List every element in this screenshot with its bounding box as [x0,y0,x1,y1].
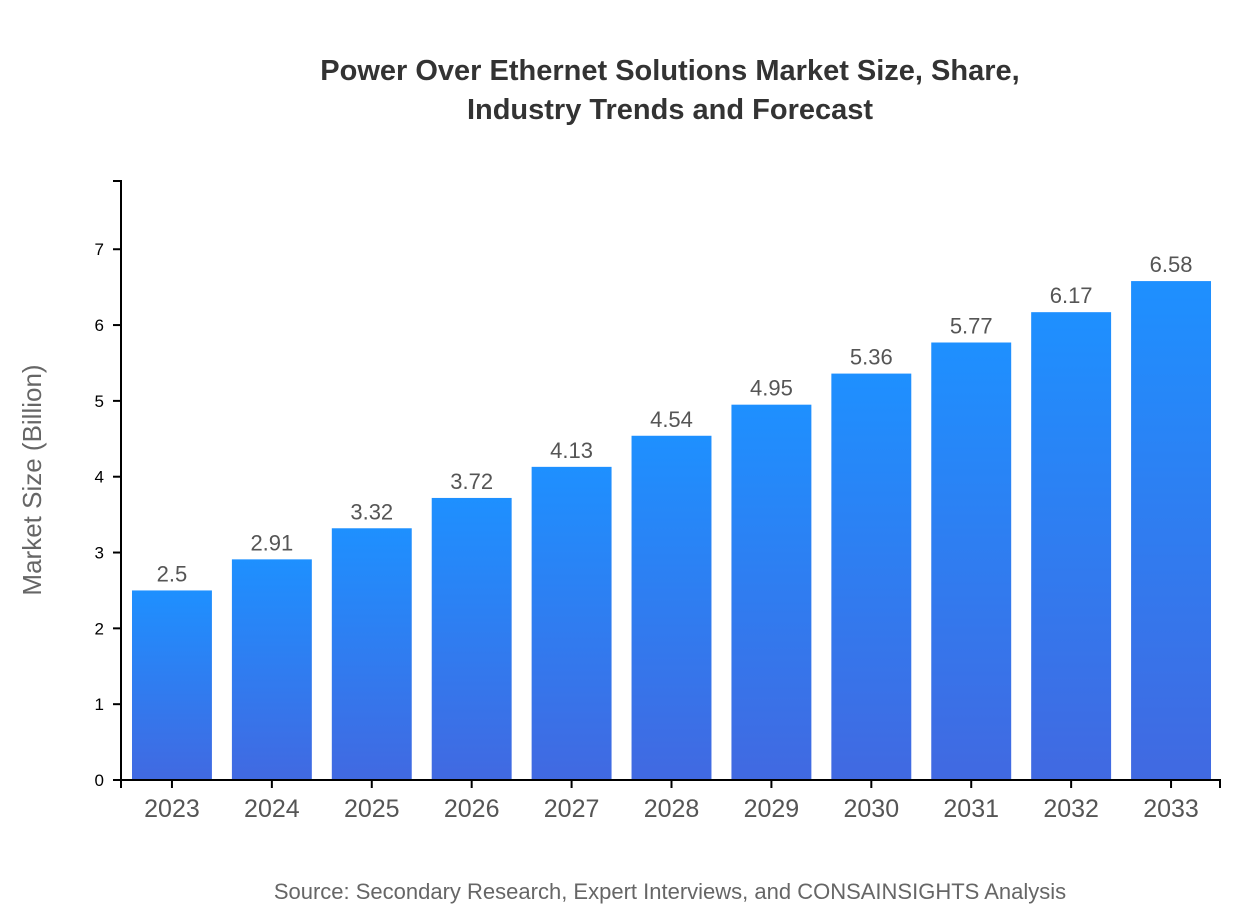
source-note: Source: Secondary Research, Expert Inter… [274,879,1066,904]
data-label-2033: 6.58 [1150,252,1193,277]
chart-title-line-2: Industry Trends and Forecast [467,94,873,126]
bar-2023 [131,590,212,780]
bar-2029 [731,404,812,780]
x-tick-label-2033: 2033 [1143,795,1199,823]
y-tick-label-6: 6 [95,316,104,335]
chart-title-line-1: Power Over Ethernet Solutions Market Siz… [320,55,1019,87]
x-tick-label-2025: 2025 [344,795,400,823]
y-tick-label-7: 7 [95,240,104,259]
x-tick-label-2031: 2031 [943,795,999,823]
x-tick-label-2024: 2024 [244,795,300,823]
data-label-2030: 5.36 [850,345,893,370]
bar-2027 [531,466,612,780]
y-tick-label-0: 0 [95,771,104,790]
data-label-2024: 2.91 [250,530,293,555]
data-label-2029: 4.95 [750,376,793,401]
x-tick-label-2030: 2030 [844,795,900,823]
y-tick-label-5: 5 [95,392,104,411]
bar-2030 [831,373,912,780]
bar-2031 [931,342,1012,780]
data-label-2031: 5.77 [950,314,993,339]
bar-2025 [331,528,412,780]
bar-2026 [431,497,512,780]
y-tick-label-1: 1 [95,695,104,714]
x-tick-label-2029: 2029 [744,795,800,823]
x-tick-label-2028: 2028 [644,795,700,823]
data-label-2028: 4.54 [650,407,693,432]
x-tick-label-2032: 2032 [1043,795,1099,823]
data-label-2027: 4.13 [550,438,593,463]
y-axis-label: Market Size (Billion) [17,364,47,595]
bar-2032 [1031,312,1112,780]
y-axis [113,180,122,781]
x-axis [120,779,1221,788]
x-tick-label-2023: 2023 [144,795,200,823]
y-tick-label-4: 4 [95,468,104,487]
data-label-2025: 3.32 [350,499,393,524]
data-label-2032: 6.17 [1050,283,1093,308]
data-label-2026: 3.72 [450,469,493,494]
data-label-2023: 2.5 [157,561,188,586]
y-tick-label-3: 3 [95,544,104,563]
bar-2028 [631,435,712,780]
y-tick-label-2: 2 [95,619,104,638]
x-tick-label-2027: 2027 [544,795,600,823]
bar-2024 [231,559,312,780]
bar-2033 [1131,281,1212,780]
x-tick-label-2026: 2026 [444,795,500,823]
